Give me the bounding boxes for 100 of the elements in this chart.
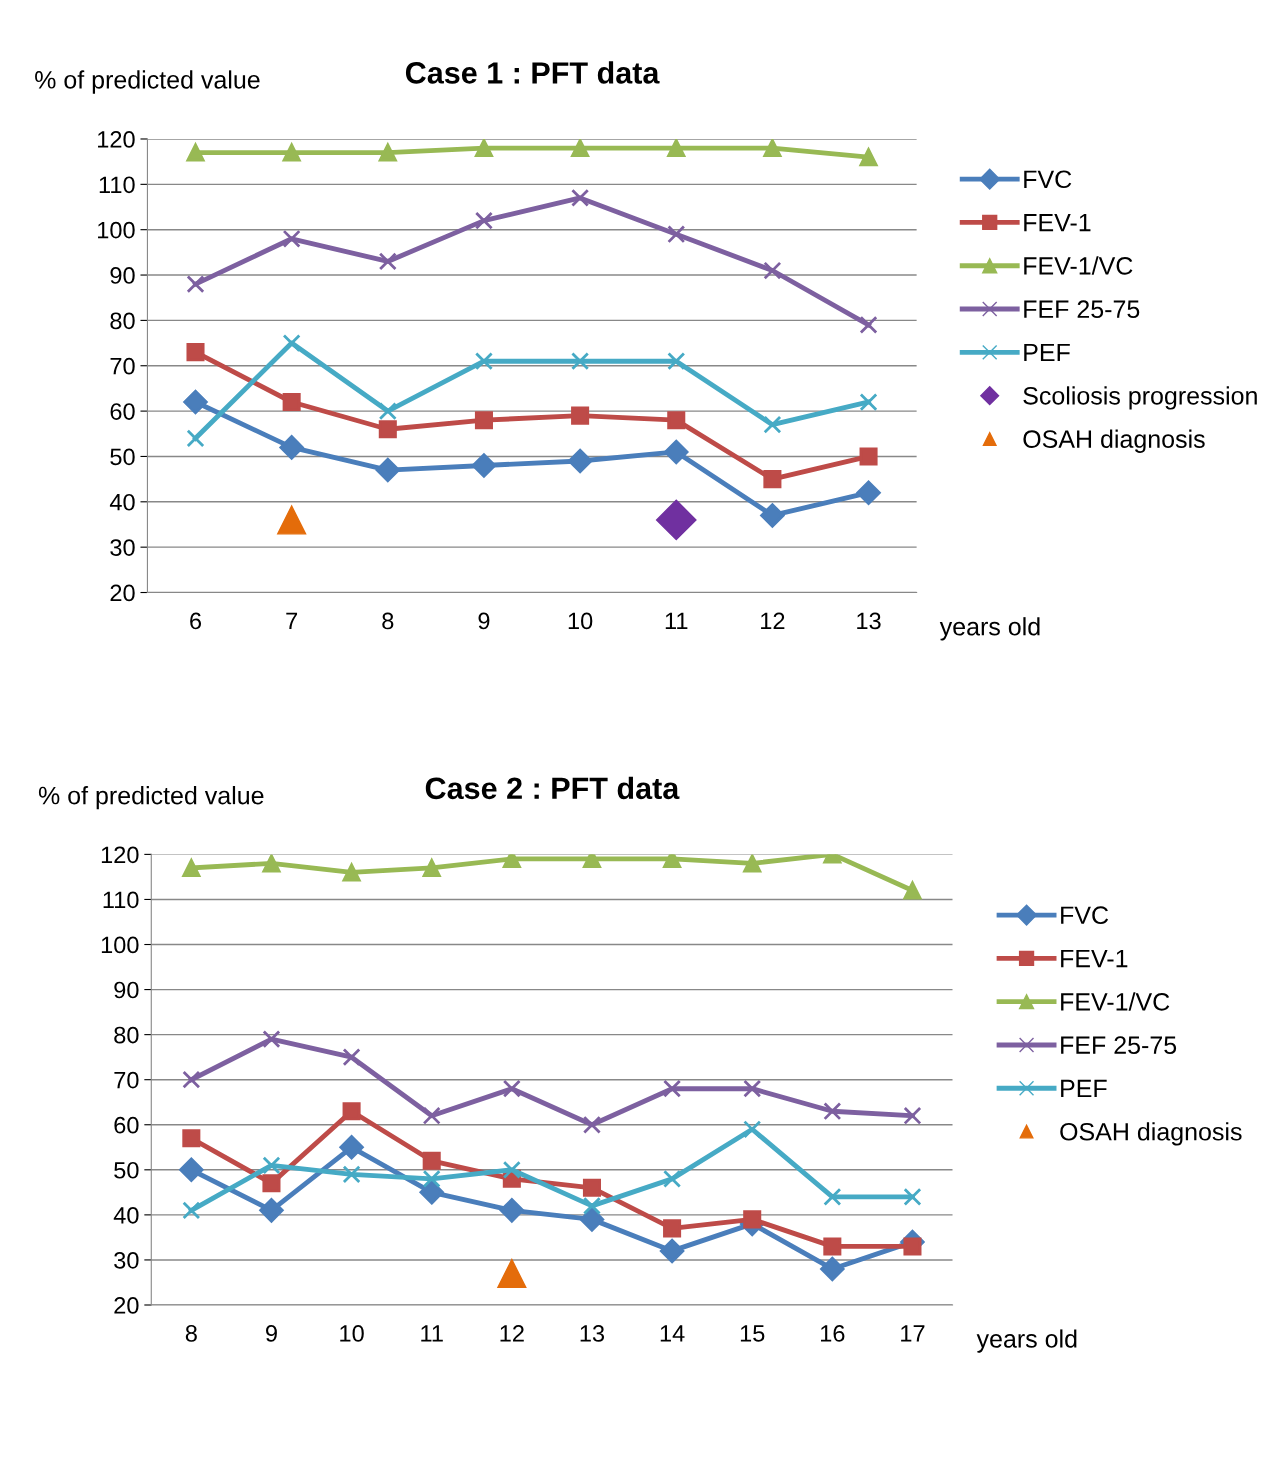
point	[422, 1151, 441, 1170]
point	[259, 1198, 284, 1223]
point	[823, 1237, 842, 1256]
legend-label: Scoliosis progression	[1023, 386, 1257, 410]
y-tick-label: 40	[109, 493, 135, 511]
y-axis-title: % of predicted value	[35, 70, 260, 94]
y-tick-label: 80	[114, 1026, 139, 1044]
y-tick-label: 110	[103, 891, 139, 909]
point	[282, 229, 301, 248]
point	[378, 141, 398, 162]
point	[422, 1106, 441, 1125]
y-tick-label: 100	[98, 221, 135, 239]
point	[763, 139, 782, 158]
y-tick-label: 90	[110, 267, 135, 284]
point	[378, 252, 397, 271]
point	[763, 415, 782, 434]
x-tick-label: 11	[665, 612, 688, 630]
legend-label: FEV-1/VC	[1061, 992, 1170, 1011]
legend-label: OSAH diagnosis	[1060, 1122, 1242, 1146]
point	[182, 1201, 201, 1220]
legend-label: OSAH diagnosis	[1023, 429, 1205, 453]
point	[859, 447, 878, 466]
point	[903, 881, 922, 900]
y-tick-label: 80	[110, 312, 135, 330]
y-tick-label: 120	[101, 846, 139, 864]
x-tick-label: 17	[901, 1325, 925, 1342]
point	[186, 429, 205, 448]
point	[582, 1178, 601, 1197]
point	[743, 854, 762, 873]
point	[760, 503, 785, 528]
point	[582, 1196, 601, 1215]
point	[571, 188, 590, 207]
x-tick-label: 9	[478, 612, 490, 630]
point	[474, 411, 493, 430]
legend-label: FEV-1	[1061, 949, 1128, 968]
x-tick-label: 15	[740, 1325, 765, 1342]
legend-label: FEV-1	[1024, 213, 1091, 232]
point	[342, 1048, 361, 1067]
point	[571, 406, 590, 425]
x-tick-label: 10	[568, 612, 593, 630]
point	[659, 1238, 685, 1264]
point	[571, 139, 590, 158]
legend-label: FEV-1/VC	[1024, 256, 1133, 275]
x-tick-label: 7	[286, 612, 298, 630]
point	[186, 275, 205, 294]
x-tick-label: 12	[500, 1325, 524, 1342]
x-tick-label: 11	[421, 1325, 443, 1342]
y-tick-label: 120	[98, 131, 135, 148]
point	[282, 334, 301, 353]
point	[743, 1120, 762, 1139]
point	[342, 863, 361, 882]
x-tick-label: 10	[340, 1325, 364, 1342]
point	[859, 393, 878, 412]
point	[185, 141, 206, 162]
point	[422, 1169, 441, 1188]
point	[474, 139, 493, 158]
point	[502, 1160, 521, 1179]
y-tick-label: 30	[114, 1252, 139, 1269]
x-tick-label: 6	[190, 612, 202, 630]
y-tick-label: 40	[113, 1206, 139, 1224]
point	[471, 453, 497, 478]
point	[567, 448, 593, 474]
point	[903, 1237, 922, 1256]
point	[820, 1256, 845, 1282]
y-tick-label: 70	[110, 357, 135, 375]
x-tick-label: 16	[821, 1325, 845, 1342]
point	[502, 1079, 521, 1098]
point	[823, 1102, 842, 1121]
point	[182, 1070, 201, 1089]
point	[582, 1115, 601, 1134]
y-tick-label: 100	[101, 936, 139, 954]
x-axis-title: years old	[939, 617, 1040, 641]
point	[342, 1102, 361, 1121]
point	[763, 261, 782, 280]
y-tick-label: 50	[110, 448, 135, 466]
point	[664, 439, 689, 465]
point	[474, 352, 493, 371]
point	[262, 1174, 281, 1193]
point	[262, 854, 281, 873]
point	[375, 457, 400, 483]
point	[582, 854, 601, 868]
point	[667, 352, 686, 371]
x-tick-label: 12	[761, 612, 785, 630]
point	[183, 389, 208, 415]
chart-title: Case 2 : PFT data	[425, 776, 680, 800]
legend-label: FEF 25-75	[1061, 1036, 1177, 1054]
point	[182, 858, 201, 877]
point	[859, 315, 878, 334]
y-tick-label: 60	[110, 403, 135, 420]
point	[579, 1207, 605, 1232]
point	[903, 1187, 922, 1206]
y-tick-label: 70	[114, 1071, 139, 1089]
y-tick-label: 50	[114, 1161, 139, 1179]
x-tick-label: 8	[185, 1325, 197, 1342]
point	[378, 420, 397, 439]
y-axis-title: % of predicted value	[38, 786, 264, 810]
point	[422, 858, 441, 877]
point	[743, 1210, 762, 1229]
point	[903, 1106, 922, 1125]
legend-label: PEF	[1024, 343, 1070, 362]
